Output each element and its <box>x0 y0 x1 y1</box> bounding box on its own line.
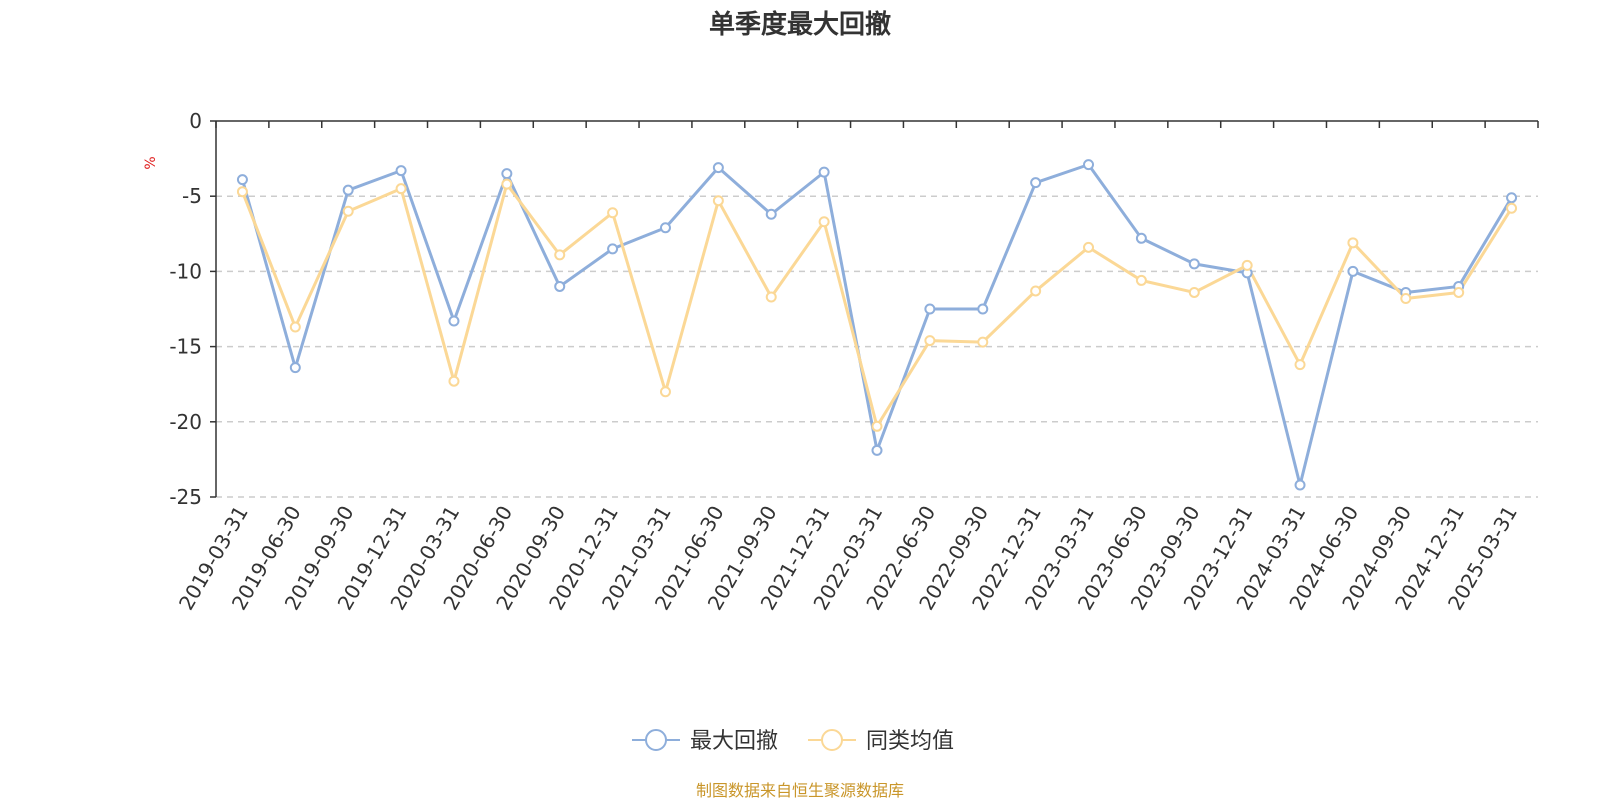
data-point-series-1 <box>1294 479 1306 491</box>
data-point-series-2 <box>554 249 566 261</box>
data-point-series-1 <box>818 166 830 178</box>
y-tick-label: -20 <box>169 410 202 434</box>
data-point-series-1 <box>289 362 301 374</box>
data-point-series-2 <box>1347 237 1359 249</box>
series-line-2 <box>241 182 1513 428</box>
data-point-series-2 <box>1030 285 1042 297</box>
source-note: 制图数据来自恒生聚源数据库 <box>696 781 904 800</box>
data-point-series-2 <box>1241 259 1253 271</box>
series-group <box>236 159 1518 491</box>
data-point-series-1 <box>1135 232 1147 244</box>
data-point-series-2 <box>448 375 460 387</box>
y-tick-label: -10 <box>169 259 202 283</box>
data-point-series-2 <box>659 386 671 398</box>
data-point-series-1 <box>977 303 989 315</box>
data-point-series-1 <box>924 303 936 315</box>
data-point-series-2 <box>289 321 301 333</box>
data-point-series-2 <box>607 207 619 219</box>
data-point-series-1 <box>607 243 619 255</box>
chart-title: 单季度最大回撤 <box>709 9 891 40</box>
data-point-series-2 <box>1400 292 1412 304</box>
data-point-series-1 <box>236 174 248 186</box>
series-line-1 <box>240 163 1513 487</box>
data-point-series-1 <box>501 168 513 180</box>
data-point-series-1 <box>1188 258 1200 270</box>
axes <box>210 120 1539 498</box>
y-tick-label: -25 <box>169 485 202 509</box>
data-point-series-1 <box>395 165 407 177</box>
data-point-series-2 <box>924 335 936 347</box>
data-point-series-1 <box>554 280 566 292</box>
data-point-series-2 <box>342 205 354 217</box>
y-tick-labels: 0 -5 -10 -15 -20 -25 <box>169 109 202 509</box>
data-point-series-2 <box>1294 359 1306 371</box>
data-point-series-2 <box>501 178 513 190</box>
x-tick-labels: 2019-03-312019-06-302019-09-302019-12-31… <box>174 501 1522 614</box>
legend-label-2: 同类均值 <box>866 729 954 754</box>
data-point-series-2 <box>1083 241 1095 253</box>
data-point-series-2 <box>1453 286 1465 298</box>
data-point-series-1 <box>871 444 883 456</box>
data-point-series-2 <box>395 183 407 195</box>
legend-marker-1 <box>645 729 667 751</box>
data-point-series-1 <box>1506 192 1518 204</box>
data-point-series-1 <box>712 162 724 174</box>
data-point-series-2 <box>977 336 989 348</box>
data-point-series-1 <box>1083 159 1095 171</box>
legend-label-1: 最大回撤 <box>690 729 778 754</box>
data-point-series-2 <box>712 195 724 207</box>
data-point-series-2 <box>1506 202 1518 214</box>
data-point-series-1 <box>659 222 671 234</box>
data-point-series-1 <box>765 208 777 220</box>
legend[interactable]: 最大回撤 同类均值 <box>632 729 954 754</box>
data-point-series-2 <box>236 186 248 198</box>
y-tick-label: -15 <box>169 335 202 359</box>
data-point-series-1 <box>1030 177 1042 189</box>
y-tick-label: -5 <box>182 184 202 208</box>
data-point-series-1 <box>1347 265 1359 277</box>
data-point-series-1 <box>342 184 354 196</box>
data-point-series-2 <box>818 216 830 228</box>
data-point-series-1 <box>448 315 460 327</box>
data-point-series-2 <box>1188 286 1200 298</box>
data-point-series-2 <box>765 291 777 303</box>
y-tick-label: 0 <box>189 109 202 133</box>
legend-marker-2 <box>821 729 843 751</box>
y-axis-unit: % <box>143 156 159 169</box>
data-point-series-2 <box>1135 274 1147 286</box>
data-point-series-2 <box>871 420 883 432</box>
